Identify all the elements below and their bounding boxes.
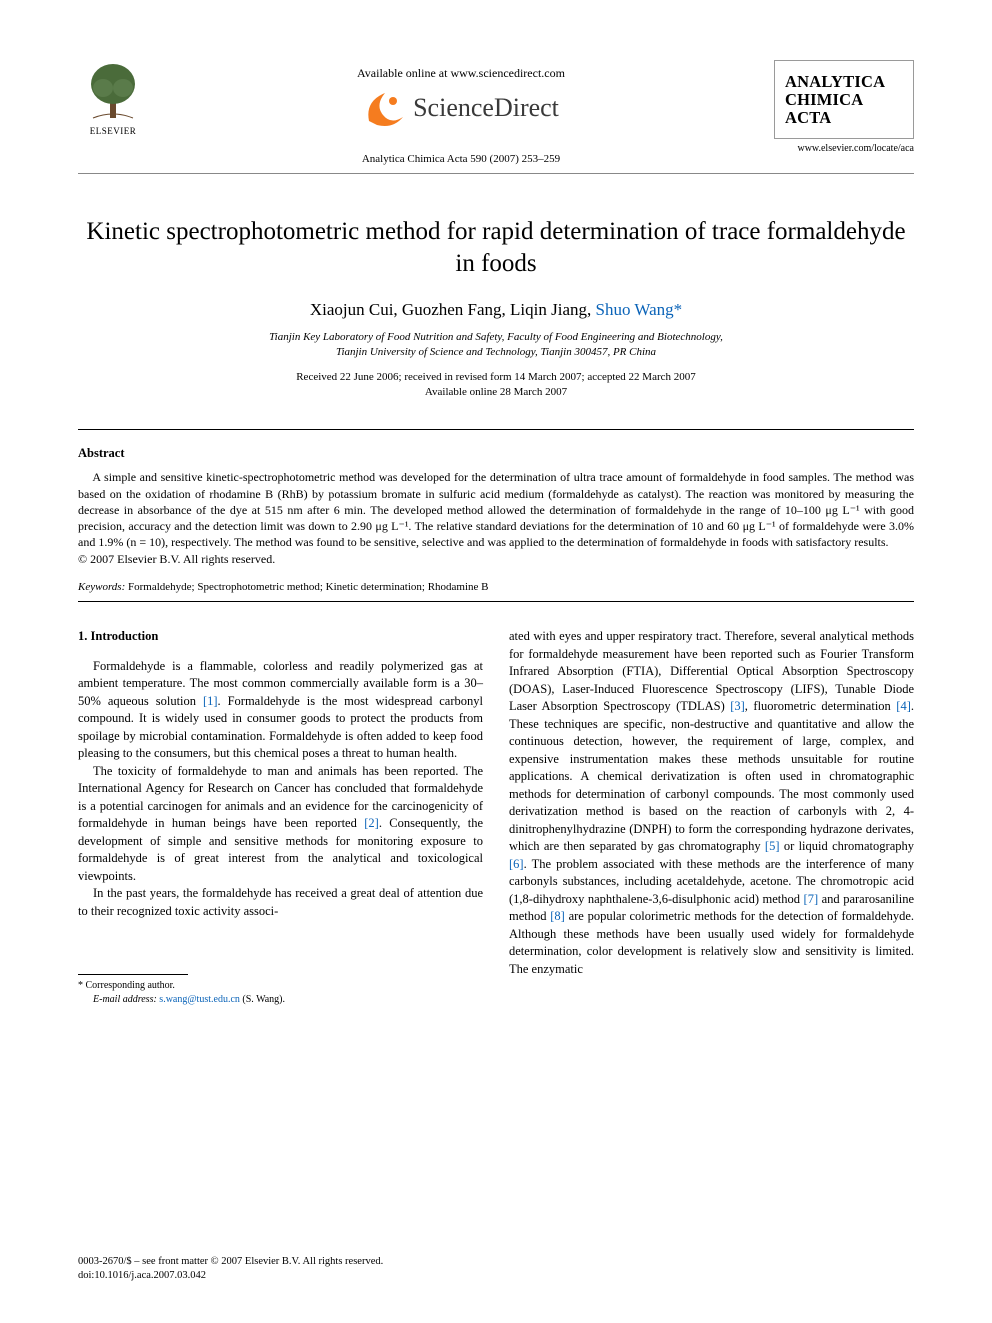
intro-para-2: The toxicity of formaldehyde to man and … [78,763,483,886]
elsevier-label: ELSEVIER [90,126,137,136]
available-online-text: Available online at www.sciencedirect.co… [148,66,774,81]
ref-link-6[interactable]: [6] [509,857,524,871]
corresponding-star: * [674,300,683,319]
ref-link-5[interactable]: [5] [765,839,780,853]
locate-url: www.elsevier.com/locate/aca [774,143,914,154]
article-dates: Received 22 June 2006; received in revis… [78,370,914,400]
intro-para-3: In the past years, the formaldehyde has … [78,885,483,920]
center-header: Available online at www.sciencedirect.co… [148,60,774,165]
body-columns: 1. Introduction Formaldehyde is a flamma… [78,628,914,1006]
dates-line1: Received 22 June 2006; received in revis… [78,370,914,385]
corresponding-author-link[interactable]: Shuo Wang [596,300,674,319]
footnote-corr-text: Corresponding author. [83,980,175,991]
sciencedirect-text: ScienceDirect [413,93,559,123]
section-1-heading: 1. Introduction [78,628,483,646]
authors-plain: Xiaojun Cui, Guozhen Fang, Liqin Jiang, [310,300,596,319]
journal-title-l1: ANALYTICA [785,73,903,91]
right-column: ated with eyes and upper respiratory tra… [509,628,914,1006]
header-rule [78,173,914,174]
right-column-para: ated with eyes and upper respiratory tra… [509,628,914,978]
corresponding-footnote: * Corresponding author. E-mail address: … [78,979,483,1006]
ref-link-7[interactable]: [7] [804,892,819,906]
affiliation: Tianjin Key Laboratory of Food Nutrition… [78,330,914,360]
right-header: ANALYTICA CHIMICA ACTA www.elsevier.com/… [774,60,914,154]
footnote-email-link[interactable]: s.wang@tust.edu.cn [159,994,240,1005]
dates-line2: Available online 28 March 2007 [78,385,914,400]
bottom-metadata: 0003-2670/$ – see front matter © 2007 El… [78,1255,383,1283]
journal-title-l2: CHIMICA [785,91,903,109]
abstract-body: A simple and sensitive kinetic-spectroph… [78,469,914,550]
author-list: Xiaojun Cui, Guozhen Fang, Liqin Jiang, … [78,300,914,320]
keywords-line: Keywords: Formaldehyde; Spectrophotometr… [78,581,914,593]
article-title: Kinetic spectrophotometric method for ra… [78,216,914,280]
abstract-copyright: © 2007 Elsevier B.V. All rights reserved… [78,552,914,567]
sciencedirect-brand: ScienceDirect [363,87,559,129]
footnote-email-tail: (S. Wang). [240,994,285,1005]
intro-para-1: Formaldehyde is a flammable, colorless a… [78,658,483,763]
abstract-bottom-rule [78,601,914,602]
elsevier-logo: ELSEVIER [78,60,148,136]
journal-title-box: ANALYTICA CHIMICA ACTA [774,60,914,139]
footnote-email-label: E-mail address: [93,994,159,1005]
journal-title-l3: ACTA [785,109,903,127]
ref-link-1[interactable]: [1] [203,694,218,708]
ref-link-3[interactable]: [3] [730,699,745,713]
elsevier-tree-icon [85,60,141,124]
journal-reference: Analytica Chimica Acta 590 (2007) 253–25… [148,153,774,165]
page-header: ELSEVIER Available online at www.science… [78,60,914,165]
keywords-text: Formaldehyde; Spectrophotometric method;… [125,581,488,593]
sciencedirect-icon [363,87,405,129]
abstract-top-rule [78,429,914,430]
front-matter-line: 0003-2670/$ – see front matter © 2007 El… [78,1255,383,1269]
ref-link-2[interactable]: [2] [364,816,379,830]
ref-link-4[interactable]: [4] [896,699,911,713]
doi-line: doi:10.1016/j.aca.2007.03.042 [78,1269,383,1283]
footnote-rule [78,974,188,975]
left-column: 1. Introduction Formaldehyde is a flamma… [78,628,483,1006]
abstract-heading: Abstract [78,446,914,461]
keywords-label: Keywords: [78,581,125,593]
ref-link-8[interactable]: [8] [550,909,565,923]
